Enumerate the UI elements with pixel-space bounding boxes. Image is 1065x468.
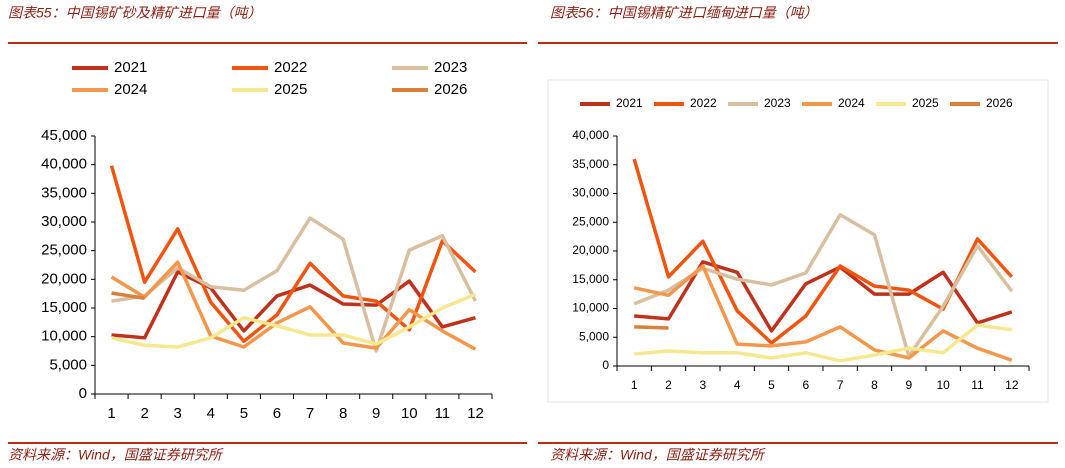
legend-label: 2026 — [434, 81, 467, 98]
x-tick-label: 9 — [905, 378, 912, 392]
series-line — [111, 292, 477, 349]
y-tick-label: 25,000 — [41, 242, 87, 259]
y-tick-label: 20,000 — [41, 270, 87, 287]
legend-label: 2024 — [114, 81, 147, 98]
legend-label: 2022 — [690, 96, 717, 110]
legend-label: 2021 — [616, 96, 643, 110]
source: 资料来源：Wind，国盛证券研究所 — [8, 447, 224, 463]
x-tick-label: 2 — [140, 405, 148, 422]
legend-label: 2021 — [114, 59, 147, 76]
x-tick-label: 3 — [699, 378, 706, 392]
x-tick-label: 4 — [207, 405, 215, 422]
x-tick-label: 10 — [936, 378, 950, 392]
y-tick-label: 0 — [79, 385, 87, 402]
series-line — [633, 264, 1013, 362]
x-tick-label: 3 — [174, 405, 182, 422]
chart-title: 图表56：中国锡精矿进口缅甸进口量（吨） — [550, 5, 818, 21]
x-tick-label: 11 — [971, 378, 984, 392]
x-tick-label: 1 — [107, 405, 115, 422]
y-tick-label: 5,000 — [579, 329, 609, 343]
legend-label: 2023 — [764, 96, 791, 110]
y-tick-label: 20,000 — [572, 243, 609, 257]
y-tick-label: 10,000 — [41, 328, 87, 345]
x-tick-label: 5 — [240, 405, 248, 422]
legend-label: 2022 — [274, 59, 307, 76]
legend-label: 2026 — [986, 96, 1013, 110]
y-tick-label: 5,000 — [49, 356, 87, 373]
series-line — [111, 270, 476, 340]
x-tick-label: 11 — [435, 405, 451, 422]
y-tick-label: 30,000 — [41, 213, 87, 230]
series-line — [634, 325, 669, 330]
y-tick-label: 15,000 — [572, 272, 609, 286]
y-tick-label: 30,000 — [572, 186, 609, 200]
x-tick-label: 4 — [734, 378, 741, 392]
y-tick-label: 40,000 — [572, 128, 609, 142]
legend-label: 2025 — [912, 96, 939, 110]
legend-label: 2025 — [274, 81, 307, 98]
x-tick-label: 1 — [631, 378, 638, 392]
x-tick-label: 8 — [871, 378, 878, 392]
y-tick-label: 25,000 — [572, 214, 609, 228]
y-tick-label: 35,000 — [41, 184, 87, 201]
x-tick-label: 10 — [401, 405, 418, 422]
x-tick-label: 12 — [467, 405, 484, 422]
y-tick-label: 15,000 — [41, 299, 87, 316]
series-line — [634, 323, 1013, 363]
x-tick-label: 6 — [273, 405, 281, 422]
y-tick-label: 10,000 — [572, 301, 609, 315]
y-tick-label: 35,000 — [572, 157, 609, 171]
x-tick-label: 5 — [768, 378, 775, 392]
legend-label: 2023 — [434, 59, 467, 76]
x-tick-label: 9 — [372, 405, 380, 422]
y-tick-label: 0 — [602, 358, 609, 372]
source: 资料来源：Wind，国盛证券研究所 — [550, 447, 766, 463]
series-line — [111, 216, 478, 353]
chart-frame — [547, 79, 1049, 403]
chart-title: 图表55：中国锡矿砂及精矿进口量（吨） — [8, 5, 262, 21]
x-tick-label: 7 — [837, 378, 844, 392]
legend-label: 2024 — [838, 96, 865, 110]
x-tick-label: 6 — [802, 378, 809, 392]
x-tick-label: 2 — [665, 378, 672, 392]
x-tick-label: 7 — [306, 405, 314, 422]
y-tick-label: 40,000 — [41, 156, 87, 173]
x-tick-label: 12 — [1005, 378, 1019, 392]
y-tick-label: 45,000 — [41, 127, 87, 144]
series-line — [110, 260, 477, 351]
x-tick-label: 8 — [339, 405, 347, 422]
series-line — [111, 291, 145, 300]
